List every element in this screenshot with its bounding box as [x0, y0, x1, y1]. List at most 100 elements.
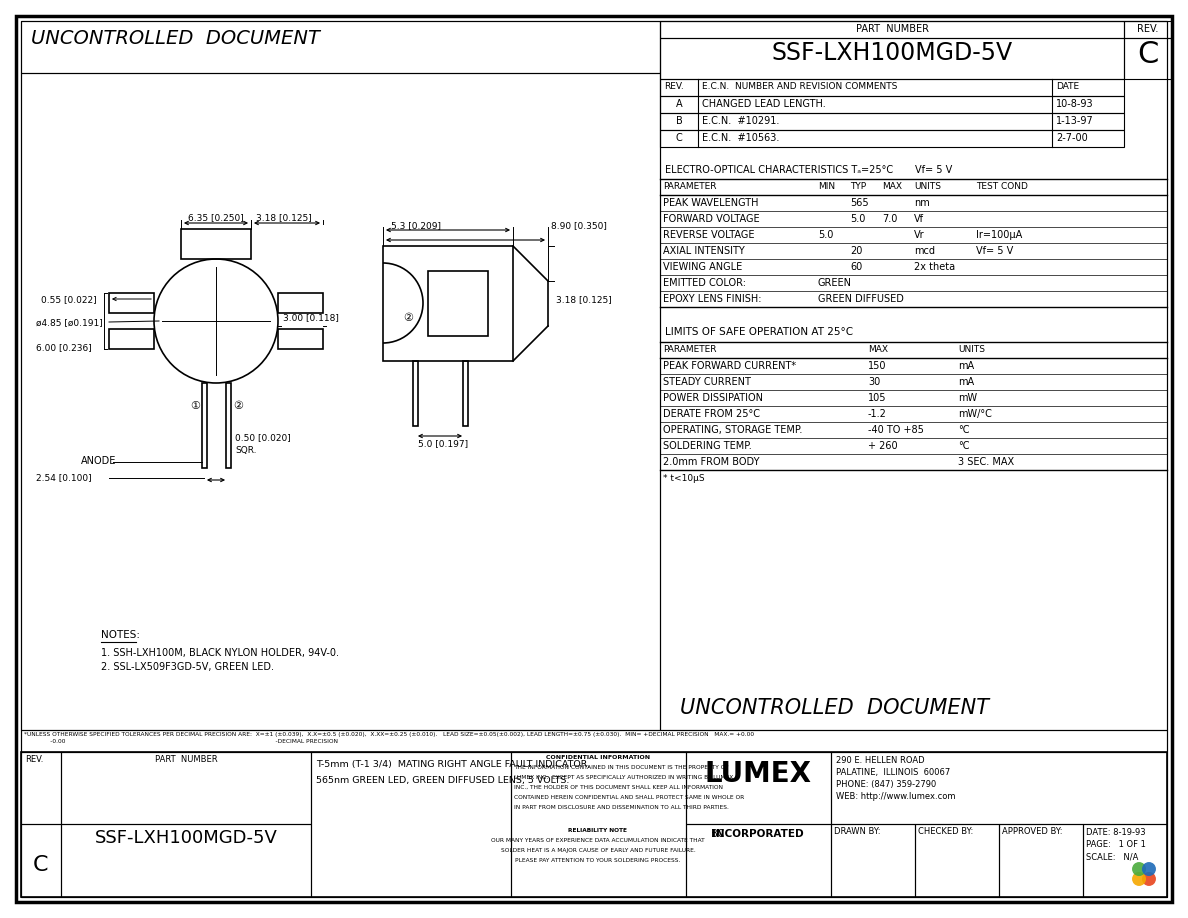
Text: 2-7-00: 2-7-00	[1056, 133, 1088, 143]
Text: PART  NUMBER: PART NUMBER	[154, 755, 217, 764]
Text: DATE: DATE	[1056, 82, 1079, 91]
Text: A: A	[676, 99, 682, 109]
Bar	[830, 752, 1167, 824]
Bar	[21, 730, 1167, 752]
Text: NOTES:: NOTES:	[101, 630, 140, 640]
Text: SOLDER HEAT IS A MAJOR CAUSE OF EARLY AND FUTURE FAILURE.: SOLDER HEAT IS A MAJOR CAUSE OF EARLY AN…	[500, 848, 695, 853]
Text: ②: ②	[233, 401, 244, 411]
Bar	[413, 361, 418, 426]
Text: PLEASE PAY ATTENTION TO YOUR SOLDERING PROCESS.: PLEASE PAY ATTENTION TO YOUR SOLDERING P…	[516, 858, 681, 863]
Text: C: C	[676, 133, 682, 143]
Text: -0.00                                                                           : -0.00	[24, 739, 339, 744]
Text: Vr: Vr	[914, 230, 924, 240]
Text: °C: °C	[958, 441, 969, 451]
Bar	[21, 824, 61, 897]
Text: PARAMETER: PARAMETER	[663, 345, 716, 354]
Circle shape	[1142, 872, 1156, 886]
Text: UNITS: UNITS	[914, 182, 941, 191]
Text: ELECTRO-OPTICAL CHARACTERISTICS Tₐ=25°C       Vf= 5 V: ELECTRO-OPTICAL CHARACTERISTICS Tₐ=25°C …	[665, 165, 953, 175]
Bar	[278, 293, 323, 313]
Text: POWER DISSIPATION: POWER DISSIPATION	[663, 393, 763, 403]
Text: CHECKED BY:: CHECKED BY:	[918, 827, 973, 836]
Text: Vf= 5 V: Vf= 5 V	[977, 246, 1013, 256]
Text: nm: nm	[914, 198, 930, 208]
Bar	[61, 824, 311, 897]
Text: 565nm GREEN LED, GREEN DIFFUSED LENS, 5 VOLTS.: 565nm GREEN LED, GREEN DIFFUSED LENS, 5 …	[316, 776, 569, 785]
Text: E.C.N.  NUMBER AND REVISION COMMENTS: E.C.N. NUMBER AND REVISION COMMENTS	[702, 82, 897, 91]
Text: CONTAINED HEREIN CONFIDENTIAL AND SHALL PROTECT SAME IN WHOLE OR: CONTAINED HEREIN CONFIDENTIAL AND SHALL …	[514, 795, 744, 800]
Bar	[685, 824, 830, 897]
Text: 1. SSH-LXH100M, BLACK NYLON HOLDER, 94V-0.: 1. SSH-LXH100M, BLACK NYLON HOLDER, 94V-…	[101, 648, 339, 658]
Text: mA: mA	[958, 361, 974, 371]
Text: 6.35 [0.250]: 6.35 [0.250]	[188, 213, 244, 222]
Circle shape	[1142, 862, 1156, 876]
Text: DERATE FROM 25°C: DERATE FROM 25°C	[663, 409, 760, 419]
Text: EPOXY LENS FINISH:: EPOXY LENS FINISH:	[663, 294, 762, 304]
Bar	[109, 293, 154, 313]
Text: 3.00 [0.118]: 3.00 [0.118]	[283, 313, 339, 322]
Text: 20: 20	[849, 246, 862, 256]
Bar	[915, 824, 999, 897]
Text: mcd: mcd	[914, 246, 935, 256]
Bar	[181, 229, 251, 259]
Text: BC: BC	[710, 829, 725, 839]
Text: 2x theta: 2x theta	[914, 262, 955, 272]
Bar	[661, 96, 1124, 113]
Text: EMITTED COLOR:: EMITTED COLOR:	[663, 278, 746, 288]
Bar	[226, 383, 230, 468]
Text: 3.18 [0.125]: 3.18 [0.125]	[556, 295, 612, 304]
Text: PALATINE,  ILLINOIS  60067: PALATINE, ILLINOIS 60067	[836, 768, 950, 777]
Text: VIEWING ANGLE: VIEWING ANGLE	[663, 262, 742, 272]
Bar	[1124, 21, 1173, 38]
Text: E.C.N.  #10291.: E.C.N. #10291.	[702, 116, 779, 126]
Text: WEB: http://www.lumex.com: WEB: http://www.lumex.com	[836, 792, 955, 801]
Text: 1-13-97: 1-13-97	[1056, 116, 1094, 126]
Text: 565: 565	[849, 198, 868, 208]
Text: E.C.N.  #10563.: E.C.N. #10563.	[702, 133, 779, 143]
Bar	[1083, 824, 1167, 897]
Text: 5.0 [0.197]: 5.0 [0.197]	[418, 439, 468, 448]
Text: 2.54 [0.100]: 2.54 [0.100]	[36, 473, 91, 482]
Text: MAX: MAX	[881, 182, 902, 191]
Text: SSF-LXH100MGD-5V: SSF-LXH100MGD-5V	[95, 829, 278, 847]
Text: PART  NUMBER: PART NUMBER	[855, 24, 929, 34]
Text: RELIABILITY NOTE: RELIABILITY NOTE	[569, 828, 627, 833]
Bar	[21, 73, 661, 730]
Text: 7.0: 7.0	[881, 214, 897, 224]
Text: 0.55 [0.022]: 0.55 [0.022]	[42, 295, 96, 304]
Text: 30: 30	[868, 377, 880, 387]
Text: UNCONTROLLED  DOCUMENT: UNCONTROLLED DOCUMENT	[31, 29, 320, 48]
Text: 6.00 [0.236]: 6.00 [0.236]	[36, 343, 91, 352]
Bar	[109, 329, 154, 349]
Circle shape	[1132, 862, 1146, 876]
Text: IN PART FROM DISCLOSURE AND DISSEMINATION TO ALL THIRD PARTIES.: IN PART FROM DISCLOSURE AND DISSEMINATIO…	[514, 805, 729, 810]
Text: TYP: TYP	[849, 182, 866, 191]
Text: 290 E. HELLEN ROAD: 290 E. HELLEN ROAD	[836, 756, 924, 765]
Text: GREEN: GREEN	[819, 278, 852, 288]
Bar	[661, 21, 1124, 38]
Bar	[61, 752, 311, 824]
Text: SCALE:   N/A: SCALE: N/A	[1086, 852, 1138, 861]
Text: REV.: REV.	[25, 755, 44, 764]
Bar	[661, 21, 1167, 730]
Bar	[21, 752, 61, 824]
Text: UNITS: UNITS	[958, 345, 985, 354]
Text: 8.90 [0.350]: 8.90 [0.350]	[551, 221, 607, 230]
Text: REV.: REV.	[664, 82, 684, 91]
Text: OPERATING, STORAGE TEMP.: OPERATING, STORAGE TEMP.	[663, 425, 802, 435]
Text: C: C	[1137, 40, 1158, 69]
Text: INCORPORATED: INCORPORATED	[712, 829, 804, 839]
Text: THE INFORMATION CONTAINED IN THIS DOCUMENT IS THE PROPERTY OF: THE INFORMATION CONTAINED IN THIS DOCUME…	[514, 765, 728, 770]
Text: 5.0: 5.0	[819, 230, 833, 240]
Text: -40 TO +85: -40 TO +85	[868, 425, 924, 435]
Text: ②: ②	[403, 313, 413, 323]
Text: 150: 150	[868, 361, 886, 371]
Bar	[311, 752, 511, 897]
Text: PHONE: (847) 359-2790: PHONE: (847) 359-2790	[836, 780, 936, 789]
Bar	[463, 361, 468, 426]
Text: MAX: MAX	[868, 345, 887, 354]
Bar	[511, 752, 685, 897]
Text: TEST COND: TEST COND	[977, 182, 1028, 191]
Text: PEAK WAVELENGTH: PEAK WAVELENGTH	[663, 198, 758, 208]
Text: APPROVED BY:: APPROVED BY:	[1001, 827, 1062, 836]
